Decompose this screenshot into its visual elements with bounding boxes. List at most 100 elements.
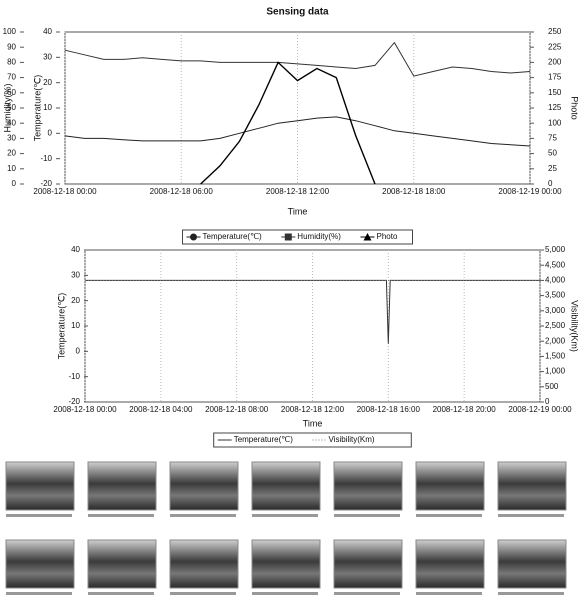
y-tick-label: 125: [548, 103, 562, 112]
y-tick-label: 0: [48, 128, 53, 137]
thumbnail: [251, 461, 321, 511]
y-tick-label: 5,000: [545, 245, 566, 254]
y-tick-label: 20: [7, 149, 16, 158]
series-line: [64, 116, 531, 147]
y-tick-label: 20: [43, 78, 52, 87]
y-tick-label: 2,500: [545, 321, 566, 330]
thumbnail-caption: [334, 592, 400, 595]
y-tick-label: 3,000: [545, 306, 566, 315]
y-tick-label: 0: [545, 397, 550, 406]
y-tick-label: 50: [548, 149, 557, 158]
thumbnail: [415, 539, 485, 589]
thumbnail-caption: [88, 592, 154, 595]
y-tick-label: 3,500: [545, 291, 566, 300]
series-line: [64, 41, 531, 77]
y-tick-label: 1,500: [545, 352, 566, 361]
y-tick-label: 75: [548, 134, 557, 143]
y-tick-label: 50: [7, 103, 16, 112]
x-axis-label: Time: [288, 206, 308, 216]
thumbnails: [5, 461, 567, 595]
y-tick-label: 10: [7, 164, 16, 173]
x-tick-label: 2008-12-19 00:00: [498, 187, 562, 196]
y-tick-label: 200: [548, 58, 562, 67]
y-tick-label: 4,500: [545, 260, 566, 269]
thumbnail: [87, 461, 157, 511]
y-tick-label: -10: [68, 372, 80, 381]
thumbnail-caption: [170, 592, 236, 595]
y-tick-label: 60: [7, 88, 16, 97]
x-tick-label: 2008-12-18 00:00: [53, 405, 117, 414]
legend-label: Photo: [377, 232, 398, 241]
y-tick-label: 20: [71, 296, 80, 305]
x-tick-label: 2008-12-18 16:00: [357, 405, 421, 414]
y-tick-label: 100: [548, 118, 562, 127]
legend-marker: [284, 233, 292, 241]
y-axis-label: Temperature(℃): [56, 293, 66, 360]
thumbnail-caption: [252, 514, 318, 517]
thumbnail: [333, 461, 403, 511]
thumbnail-caption: [170, 514, 236, 517]
y-tick-label: 25: [548, 164, 557, 173]
legend-label: Temperature(℃): [234, 435, 294, 444]
thumbnail: [497, 539, 567, 589]
y-tick-label: 80: [7, 58, 16, 67]
y-axis-label: Temperature(℃): [32, 75, 42, 142]
x-axis-label: Time: [303, 418, 323, 428]
y-tick-label: 70: [7, 73, 16, 82]
y-tick-label: 40: [43, 27, 52, 36]
thumbnail: [415, 461, 485, 511]
x-tick-label: 2008-12-18 12:00: [266, 187, 330, 196]
legend-label: Humidity(%): [297, 232, 341, 241]
legend-marker: [363, 233, 372, 241]
y-tick-label: 150: [548, 88, 562, 97]
y-tick-label: 0: [12, 179, 17, 188]
x-tick-label: 2008-12-18 04:00: [129, 405, 193, 414]
y-axis-label: Humidity(%): [2, 83, 12, 132]
y-tick-label: 500: [545, 382, 559, 391]
x-tick-label: 2008-12-18 12:00: [281, 405, 345, 414]
x-tick-label: 2008-12-19 00:00: [508, 405, 572, 414]
y-tick-label: 0: [76, 346, 81, 355]
thumbnail-caption: [416, 592, 482, 595]
y-tick-label: 225: [548, 42, 562, 51]
chart-title: Sensing data: [266, 7, 329, 18]
y-tick-label: -20: [68, 397, 80, 406]
thumbnail: [497, 461, 567, 511]
thumbnail: [5, 461, 75, 511]
y-tick-label: 30: [7, 134, 16, 143]
thumbnail: [5, 539, 75, 589]
legend-marker: [190, 233, 197, 241]
x-tick-label: 2008-12-18 06:00: [150, 187, 214, 196]
y-tick-label: 0: [548, 179, 553, 188]
thumbnail-caption: [6, 514, 72, 517]
y-tick-label: 30: [43, 52, 52, 61]
y-tick-label: 10: [43, 103, 52, 112]
y-tick-label: 175: [548, 73, 562, 82]
thumbnail-caption: [498, 514, 564, 517]
y-tick-label: 10: [71, 321, 80, 330]
y-tick-label: 250: [548, 27, 562, 36]
thumbnail-caption: [88, 514, 154, 517]
series-line: [200, 61, 376, 185]
y-axis-label: Photo: [570, 96, 580, 120]
y-tick-label: 90: [7, 42, 16, 51]
thumbnail-caption: [416, 514, 482, 517]
thumbnail-caption: [252, 592, 318, 595]
y-tick-label: -20: [40, 179, 52, 188]
thumbnail: [169, 461, 239, 511]
thumbnail: [251, 539, 321, 589]
y-axis-label: Visibility(Km): [570, 300, 580, 352]
y-tick-label: 1,000: [545, 367, 566, 376]
y-tick-label: 30: [71, 270, 80, 279]
y-tick-label: 100: [3, 27, 17, 36]
legend-label: Temperature(℃): [203, 232, 263, 241]
legend-box: [182, 229, 413, 245]
thumbnail-caption: [6, 592, 72, 595]
y-tick-label: 40: [71, 245, 80, 254]
thumbnail: [169, 539, 239, 589]
y-tick-label: 2,000: [545, 336, 566, 345]
thumbnail: [333, 539, 403, 589]
x-tick-label: 2008-12-18 20:00: [433, 405, 497, 414]
thumbnail-caption: [334, 514, 400, 517]
